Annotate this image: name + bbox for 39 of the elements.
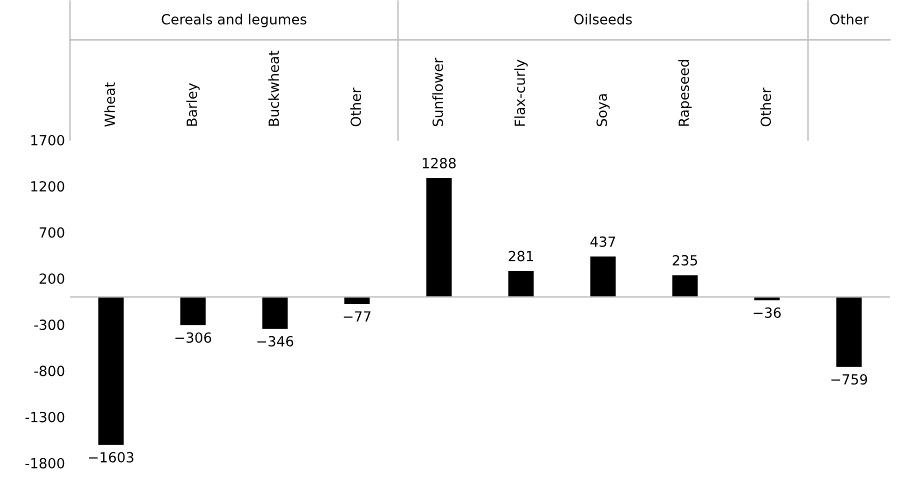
y-tick-label: 700 <box>40 227 64 238</box>
y-tick-label: 1200 <box>31 181 64 192</box>
x-tick-label: Rapeseed <box>678 60 692 126</box>
data-label: 437 <box>590 236 616 247</box>
x-tick-label: Barley <box>186 83 200 126</box>
bar <box>180 296 206 326</box>
bar <box>836 296 862 367</box>
y-tick-label: -1300 <box>25 412 64 422</box>
x-tick-label: Flax-curly <box>514 60 528 126</box>
x-tick-label: Wheat <box>104 82 116 127</box>
bar <box>590 256 616 297</box>
x-tick-label: Sunflower <box>432 58 444 126</box>
data-label: −77 <box>344 311 370 322</box>
x-tick-label: Other <box>760 88 772 126</box>
data-label: −36 <box>754 307 781 318</box>
bar <box>344 296 370 304</box>
bar <box>262 296 288 329</box>
x-tick-label: Soya <box>596 94 610 126</box>
bar <box>98 296 124 445</box>
data-label: −346 <box>257 336 294 347</box>
data-label: −1603 <box>88 452 134 463</box>
data-label: 281 <box>508 250 533 262</box>
data-label: −759 <box>831 374 868 385</box>
x-tick-label: Other <box>350 88 362 126</box>
data-label: 1288 <box>422 158 456 168</box>
data-label: 235 <box>672 255 698 266</box>
y-tick-label: -1800 <box>25 458 64 468</box>
text: Cereals and legumes <box>162 14 306 28</box>
data-label: −306 <box>175 332 212 343</box>
bar <box>672 275 698 297</box>
text: Oilseeds <box>574 14 632 25</box>
bar <box>508 270 534 297</box>
y-tick-label: -300 <box>34 320 64 330</box>
bar <box>426 178 452 297</box>
text: Other <box>830 14 869 25</box>
y-tick-label: 1700 <box>31 134 64 146</box>
y-tick-label: -800 <box>34 366 64 376</box>
x-tick-label: Buckwheat <box>268 50 280 126</box>
y-tick-label: 200 <box>40 273 64 284</box>
